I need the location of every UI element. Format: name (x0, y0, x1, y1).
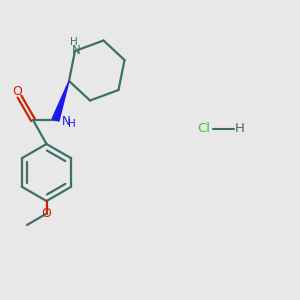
Text: Cl: Cl (197, 122, 211, 136)
Polygon shape (52, 81, 69, 121)
Text: H: H (70, 38, 77, 47)
Text: N: N (61, 115, 70, 128)
Text: N: N (72, 44, 81, 58)
Text: O: O (42, 207, 51, 220)
Text: O: O (12, 85, 22, 98)
Text: H: H (235, 122, 245, 136)
Text: H: H (68, 118, 76, 129)
